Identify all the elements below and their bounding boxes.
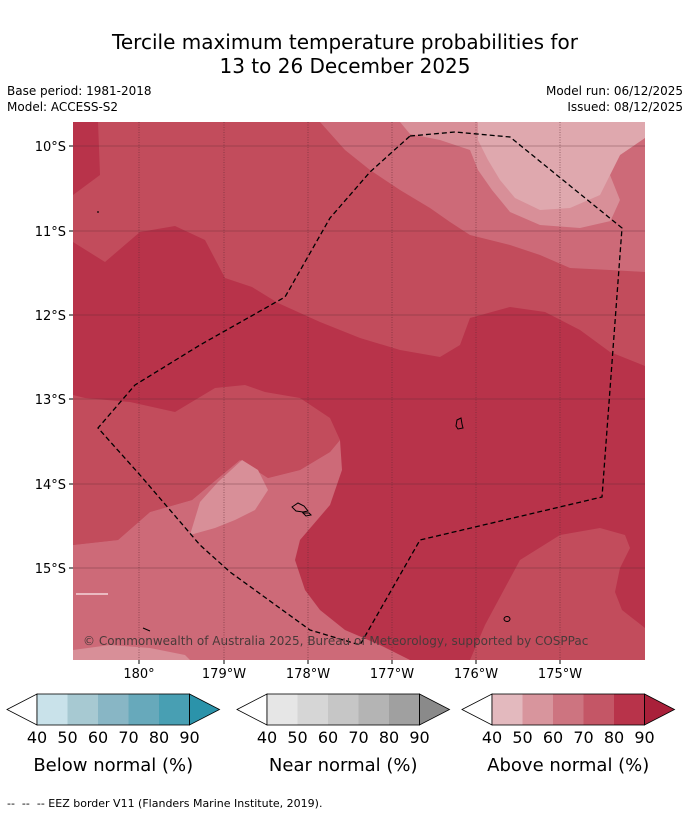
legend-tick-label: 40 bbox=[257, 728, 277, 747]
legend-swatch bbox=[389, 694, 420, 725]
model-name: Model: ACCESS-S2 bbox=[7, 100, 119, 114]
legend-swatch bbox=[553, 694, 584, 725]
island-north-dot bbox=[97, 211, 99, 213]
probability-field: © Commonwealth of Australia 2025, Bureau… bbox=[73, 122, 645, 660]
copyright-notice: © Commonwealth of Australia 2025, Bureau… bbox=[83, 634, 588, 648]
lat-label-14s: 14°S bbox=[35, 478, 66, 493]
legend-tick-label: 80 bbox=[604, 728, 624, 747]
legend-tick-label: 50 bbox=[512, 728, 532, 747]
legend-title: Above normal (%) bbox=[487, 755, 649, 776]
island-southwest bbox=[291, 502, 309, 513]
legend-tick-label: 50 bbox=[287, 728, 307, 747]
legend-title: Near normal (%) bbox=[269, 755, 418, 776]
region-above-60-southwest bbox=[73, 440, 410, 660]
legend-2: 40 50 60 70 80 90 Near normal (%) bbox=[236, 693, 451, 776]
legend-outline bbox=[491, 693, 645, 726]
legend-swatch bbox=[67, 694, 98, 725]
legend-tick-label: 50 bbox=[57, 728, 77, 747]
legend-swatch bbox=[583, 694, 614, 725]
lat-label-11s: 11°S bbox=[35, 225, 66, 240]
region-above-50-bottom bbox=[73, 645, 190, 660]
legend-tick-label: 80 bbox=[379, 728, 399, 747]
graticule bbox=[138, 122, 561, 660]
region-above-60-east bbox=[610, 138, 645, 228]
legend-swatch bbox=[297, 694, 328, 725]
lon-label-175w: 175°W bbox=[538, 667, 582, 682]
map-title: Tercile maximum temperature probabilitie… bbox=[0, 30, 690, 78]
legend-swatch bbox=[522, 694, 553, 725]
lon-label-176w: 176°W bbox=[454, 667, 498, 682]
base-period: Base period: 1981-2018 bbox=[7, 84, 152, 98]
lon-label-179w: 179°W bbox=[202, 667, 246, 682]
legend-extend-high bbox=[189, 693, 221, 726]
legend-tick-label: 40 bbox=[482, 728, 502, 747]
lon-ticks bbox=[138, 660, 561, 664]
legend-swatch bbox=[159, 694, 190, 725]
graticule-lat bbox=[73, 145, 645, 569]
legend-tick-label: 60 bbox=[543, 728, 563, 747]
lat-labels: 10°S 11°S 12°S 13°S 14°S 15°S bbox=[35, 140, 66, 577]
region-above-50-southwest bbox=[190, 460, 268, 535]
legend-1: 40 50 60 70 80 90 Below normal (%) bbox=[6, 693, 221, 776]
region-above-80-corner bbox=[73, 122, 100, 195]
legend-swatch bbox=[98, 694, 129, 725]
legend-tick-label: 70 bbox=[573, 728, 593, 747]
lat-ticks bbox=[69, 145, 73, 569]
legend-tick-label: 60 bbox=[318, 728, 338, 747]
lon-label-180: 180° bbox=[123, 667, 154, 682]
lat-label-13s: 13°S bbox=[35, 393, 66, 408]
meta-right: Model run: 06/12/2025 Issued: 08/12/2025 bbox=[546, 83, 683, 115]
legend-extend-high bbox=[644, 693, 676, 726]
island-west-small bbox=[142, 627, 151, 632]
model-run: Model run: 06/12/2025 bbox=[545, 84, 683, 98]
eez-footnote: -- -- -- EEZ border V11 (Flanders Marine… bbox=[7, 797, 323, 810]
legend-tick-label: 90 bbox=[634, 728, 654, 747]
legend-extend-low bbox=[6, 693, 38, 726]
legend-outline bbox=[36, 693, 190, 726]
lat-label-15s: 15°S bbox=[35, 562, 66, 577]
legend-tick-label: 70 bbox=[118, 728, 138, 747]
lon-label-178w: 178°W bbox=[286, 667, 330, 682]
title-line-2: 13 to 26 December 2025 bbox=[219, 54, 471, 78]
island-southwest-small bbox=[301, 512, 313, 517]
legend-swatch bbox=[37, 694, 68, 725]
lat-label-12s: 12°S bbox=[35, 309, 66, 324]
meta-left: Base period: 1981-2018 Model: ACCESS-S2 bbox=[7, 83, 152, 115]
legend-tick-label: 90 bbox=[179, 728, 199, 747]
legend-extend-low bbox=[236, 693, 268, 726]
title-line-1: Tercile maximum temperature probabilitie… bbox=[112, 30, 578, 54]
map-figure: © Commonwealth of Australia 2025, Bureau… bbox=[6, 122, 676, 776]
legend-title: Below normal (%) bbox=[33, 755, 193, 776]
legend-extend-high bbox=[419, 693, 451, 726]
legend-swatch bbox=[267, 694, 298, 725]
legend-outline bbox=[266, 693, 420, 726]
legend-swatch bbox=[492, 694, 523, 725]
eez-border bbox=[97, 131, 623, 646]
legends: 40 50 60 70 80 90 Below normal (%) 40 50 60 70 80 90… bbox=[6, 693, 676, 776]
lat-label-10s: 10°S bbox=[35, 140, 66, 155]
region-above-40-north bbox=[478, 122, 645, 210]
legend-3: 40 50 60 70 80 90 Above normal (%) bbox=[461, 693, 676, 776]
legend-swatch bbox=[328, 694, 359, 725]
legend-tick-label: 90 bbox=[409, 728, 429, 747]
legend-tick-label: 40 bbox=[27, 728, 47, 747]
island-fulaga-east bbox=[455, 417, 464, 430]
legend-tick-label: 60 bbox=[88, 728, 108, 747]
issued-date: Issued: 08/12/2025 bbox=[567, 100, 683, 114]
lon-label-177w: 177°W bbox=[370, 667, 414, 682]
legend-swatch bbox=[358, 694, 389, 725]
region-above-70-southeast bbox=[470, 528, 645, 660]
legend-swatch bbox=[128, 694, 159, 725]
legend-extend-low bbox=[461, 693, 493, 726]
legend-tick-label: 70 bbox=[348, 728, 368, 747]
island-south bbox=[503, 616, 511, 622]
legend-tick-label: 80 bbox=[149, 728, 169, 747]
lon-labels: 180° 179°W 178°W 177°W 176°W 175°W bbox=[123, 667, 582, 682]
legend-swatch bbox=[614, 694, 645, 725]
